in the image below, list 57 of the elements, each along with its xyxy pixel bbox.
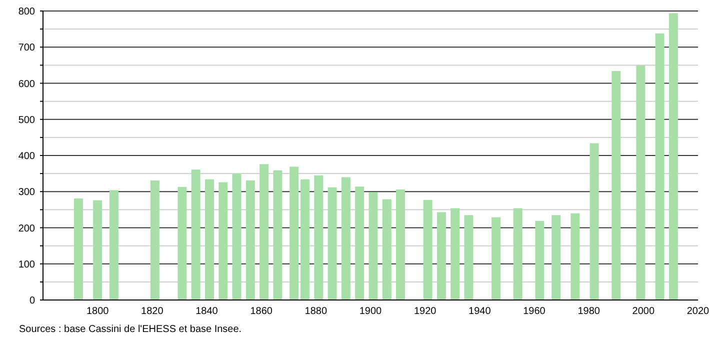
bar [260, 164, 269, 300]
x-tick-label: 1980 [578, 306, 600, 317]
bar [450, 208, 460, 300]
x-tick-label: 1860 [250, 306, 273, 317]
bar [232, 174, 242, 300]
x-tick-label: 1840 [196, 306, 218, 317]
bar [513, 208, 522, 300]
y-tick-label: 100 [18, 259, 36, 270]
bar [590, 143, 599, 300]
bar [218, 182, 228, 300]
bar [396, 189, 406, 300]
y-tick-label: 300 [18, 187, 36, 198]
bar [109, 190, 118, 300]
x-tick-label: 1900 [359, 306, 382, 317]
bar [423, 200, 432, 300]
x-tick-label: 1920 [414, 306, 437, 317]
bar [655, 33, 664, 300]
x-tick-label: 1820 [141, 306, 164, 317]
y-tick-label: 0 [29, 296, 36, 306]
bar [93, 200, 102, 300]
bar [464, 215, 474, 300]
bar [204, 179, 214, 300]
x-tick-label: 2000 [632, 306, 655, 317]
bar [612, 70, 621, 300]
bar [178, 186, 187, 300]
y-tick-label: 400 [18, 151, 36, 162]
y-tick-label: 600 [18, 78, 36, 90]
bar [341, 177, 350, 300]
x-tick-label: 1940 [468, 306, 492, 317]
bar [552, 215, 561, 300]
bar [290, 166, 299, 300]
bar [368, 192, 378, 300]
x-tick-label: 1960 [523, 306, 546, 317]
x-tick-label: 1880 [304, 306, 328, 317]
bar [382, 199, 392, 300]
bar [492, 217, 501, 300]
y-tick-label: 200 [18, 223, 36, 234]
bar [300, 179, 310, 300]
source-note: Sources : base Cassini de l'EHESS et base Insee. [19, 324, 242, 335]
bar [191, 170, 200, 300]
bar [436, 212, 446, 300]
bar [355, 186, 364, 300]
bar [636, 65, 646, 300]
bar [668, 13, 678, 300]
bar [570, 213, 580, 300]
bar [273, 170, 282, 300]
x-tick-label: 1800 [86, 306, 110, 317]
y-tick-label: 800 [18, 6, 36, 18]
bar [328, 187, 337, 300]
bar [246, 180, 255, 300]
x-tick-label: 2020 [686, 306, 710, 317]
y-tick-label: 500 [18, 114, 36, 126]
bar [314, 175, 324, 300]
bar [535, 220, 544, 300]
bar [150, 180, 160, 300]
y-tick-label: 700 [18, 42, 36, 54]
bar [74, 198, 83, 300]
